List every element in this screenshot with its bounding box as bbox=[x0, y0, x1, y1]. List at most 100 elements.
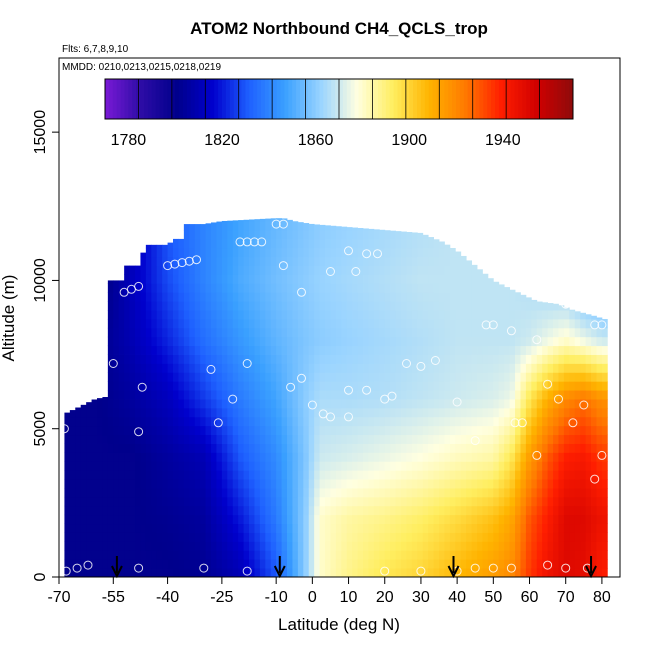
heat-cell bbox=[487, 505, 494, 516]
heat-cell bbox=[64, 550, 71, 560]
x-tick-label: -25 bbox=[210, 589, 233, 606]
heat-cell bbox=[417, 372, 424, 382]
heat-cell bbox=[292, 559, 299, 569]
heat-cell bbox=[211, 399, 217, 409]
heat-cell bbox=[455, 425, 462, 436]
heat-cell bbox=[433, 247, 440, 258]
heat-cell bbox=[167, 381, 174, 391]
heat-cell bbox=[265, 541, 272, 551]
heat-cell bbox=[314, 247, 320, 258]
heat-cell bbox=[504, 416, 511, 427]
heat-cell bbox=[194, 354, 201, 364]
heat-cell bbox=[591, 452, 597, 462]
heat-cell bbox=[487, 336, 494, 347]
heat-cell bbox=[335, 488, 342, 498]
heat-cell bbox=[558, 550, 565, 560]
heat-cell bbox=[151, 452, 158, 462]
heat-cell bbox=[232, 256, 239, 266]
heat-cell bbox=[189, 274, 196, 284]
heat-cell bbox=[379, 247, 386, 258]
x-axis-label: Latitude (deg N) bbox=[278, 615, 400, 634]
heat-cell bbox=[444, 416, 451, 427]
heat-cell bbox=[227, 390, 234, 400]
heat-cell bbox=[124, 425, 130, 436]
heat-cell bbox=[297, 372, 304, 382]
heat-cell bbox=[373, 479, 380, 489]
heat-cell bbox=[357, 523, 364, 533]
heat-cell bbox=[580, 443, 587, 453]
heat-cell bbox=[406, 488, 413, 498]
heat-cell bbox=[428, 505, 434, 516]
heat-cell bbox=[265, 247, 272, 258]
heat-cell bbox=[460, 255, 467, 258]
heat-cell bbox=[509, 425, 516, 436]
heat-cell bbox=[205, 452, 212, 462]
heat-cell bbox=[107, 541, 114, 551]
observation-point bbox=[506, 563, 516, 573]
heat-cell bbox=[455, 354, 462, 364]
heat-cell bbox=[129, 265, 136, 275]
heat-cell bbox=[596, 390, 603, 400]
heat-cell bbox=[591, 523, 597, 533]
heat-cell bbox=[270, 390, 277, 400]
heat-cell bbox=[547, 470, 554, 480]
heat-cell bbox=[276, 488, 282, 498]
heat-cell bbox=[292, 292, 299, 302]
heat-cell bbox=[178, 452, 185, 462]
heat-cell bbox=[547, 381, 554, 391]
heat-cell bbox=[417, 416, 424, 427]
heat-cell bbox=[102, 488, 109, 498]
heat-cell bbox=[303, 363, 310, 373]
heat-cell bbox=[390, 327, 396, 338]
heat-cell bbox=[390, 443, 396, 453]
heat-cell bbox=[325, 381, 331, 391]
heat-cell bbox=[580, 399, 587, 409]
heat-cell bbox=[276, 523, 282, 533]
heat-cell bbox=[140, 274, 147, 284]
heat-cell bbox=[319, 505, 326, 516]
heat-cell bbox=[580, 514, 587, 525]
heat-cell bbox=[384, 425, 391, 436]
heat-cell bbox=[395, 452, 402, 462]
heat-cell bbox=[189, 224, 196, 231]
heat-cell bbox=[232, 372, 239, 382]
colorbar-cell bbox=[471, 79, 476, 119]
heat-cell bbox=[314, 292, 320, 302]
heat-cell bbox=[466, 452, 473, 462]
heat-cell bbox=[156, 496, 163, 507]
heat-cell bbox=[211, 532, 217, 542]
heat-cell bbox=[439, 318, 445, 329]
heat-cell bbox=[569, 461, 576, 471]
heat-cell bbox=[276, 470, 282, 480]
heat-cell bbox=[357, 265, 364, 275]
heat-cell bbox=[574, 354, 581, 364]
heat-cell bbox=[216, 390, 223, 400]
heat-cell bbox=[368, 550, 375, 560]
heat-cell bbox=[428, 416, 434, 427]
heat-cell bbox=[162, 532, 168, 542]
heat-cell bbox=[281, 274, 288, 284]
heat-cell bbox=[221, 292, 228, 302]
heat-cell bbox=[221, 541, 228, 551]
heat-cell bbox=[498, 559, 505, 569]
heat-cell bbox=[401, 496, 407, 507]
heat-cell bbox=[466, 496, 473, 507]
heat-cell bbox=[531, 514, 538, 525]
heat-cell bbox=[596, 461, 603, 471]
heat-cell bbox=[265, 479, 272, 489]
heat-cell bbox=[238, 452, 244, 462]
heat-cell bbox=[406, 363, 413, 373]
heat-cell bbox=[200, 345, 206, 355]
heat-cell bbox=[265, 461, 272, 471]
heat-cell bbox=[515, 292, 521, 302]
heat-cell bbox=[547, 452, 554, 462]
heat-cell bbox=[542, 372, 549, 382]
heat-cell bbox=[428, 301, 434, 311]
colorbar-cell bbox=[186, 79, 192, 119]
heat-cell bbox=[183, 416, 190, 427]
heat-cell bbox=[243, 238, 250, 249]
heat-cell bbox=[319, 230, 326, 240]
heat-cell bbox=[439, 372, 445, 382]
heat-cell bbox=[308, 407, 315, 418]
heat-cell bbox=[330, 372, 337, 382]
